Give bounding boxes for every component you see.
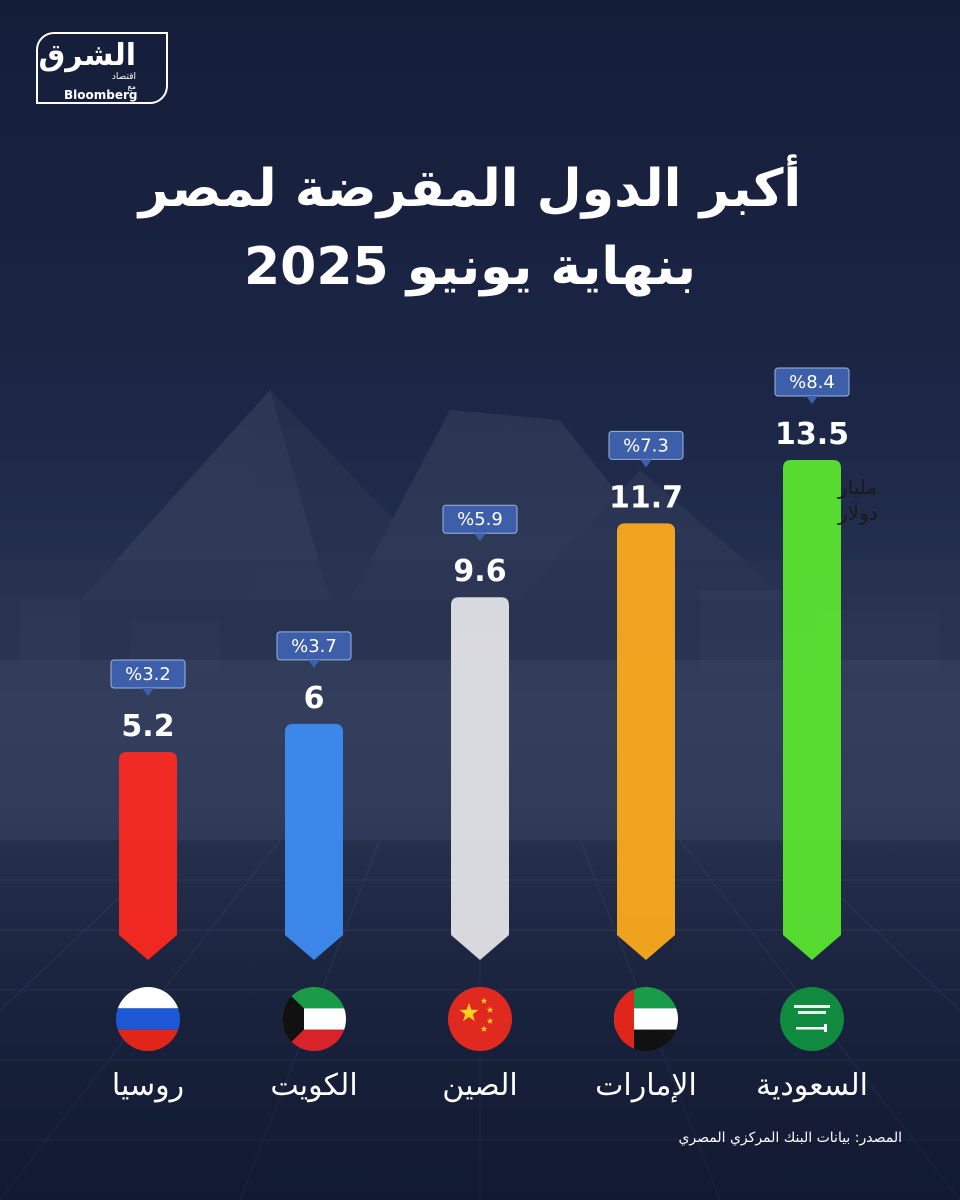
value-label: 13.5 — [775, 417, 849, 452]
value-label: 11.7 — [609, 480, 683, 515]
bar — [783, 460, 841, 960]
category-label: السعودية — [756, 1068, 868, 1103]
category-label: الصين — [442, 1068, 517, 1103]
percent-badge-pointer — [308, 659, 320, 668]
uae-flag — [614, 987, 678, 1051]
value-label: 5.2 — [121, 709, 174, 744]
bar — [285, 723, 343, 960]
brand-subtitle: اقتصاد — [111, 72, 136, 82]
title-line-1: أكبر الدول المقرضة لمصر — [138, 159, 802, 219]
percent-badge-pointer — [806, 396, 818, 404]
source-note: المصدر: بيانات البنك المركزي المصري — [678, 1130, 902, 1146]
unit-label-line2: دولار — [837, 501, 878, 525]
bar — [451, 597, 509, 960]
percent-badge-pointer — [474, 533, 486, 542]
brand-name: الشرق — [38, 38, 136, 73]
unit-label-line1: مليار — [837, 475, 877, 499]
china-flag — [448, 987, 512, 1051]
category-label: الكويت — [270, 1068, 357, 1103]
percent-label: %7.3 — [623, 435, 669, 456]
percent-label: %5.9 — [457, 509, 503, 530]
percent-badge-pointer — [142, 688, 154, 697]
category-label: روسيا — [112, 1068, 184, 1103]
value-label: 9.6 — [453, 554, 506, 589]
pyramids-silhouette — [80, 390, 790, 600]
bar — [617, 523, 675, 960]
title-line-2: بنهاية يونيو 2025 — [243, 237, 697, 297]
brand-logo: الشرق اقتصاد مع Bloomberg — [36, 32, 168, 104]
partner-name: Bloomberg — [64, 88, 138, 102]
kuwait-flag — [282, 987, 346, 1051]
percent-badge-pointer — [640, 459, 652, 468]
value-label: 6 — [304, 681, 325, 716]
russia-flag — [116, 987, 180, 1051]
percent-label: %3.2 — [125, 664, 171, 685]
bar — [119, 752, 177, 960]
percent-label: %8.4 — [789, 372, 835, 393]
percent-label: %3.7 — [291, 636, 337, 657]
saudi-flag — [780, 987, 844, 1051]
page-title: أكبر الدول المقرضة لمصر بنهاية يونيو 202… — [120, 150, 820, 306]
category-label: الإمارات — [595, 1068, 697, 1103]
brand-with: مع — [127, 82, 136, 91]
